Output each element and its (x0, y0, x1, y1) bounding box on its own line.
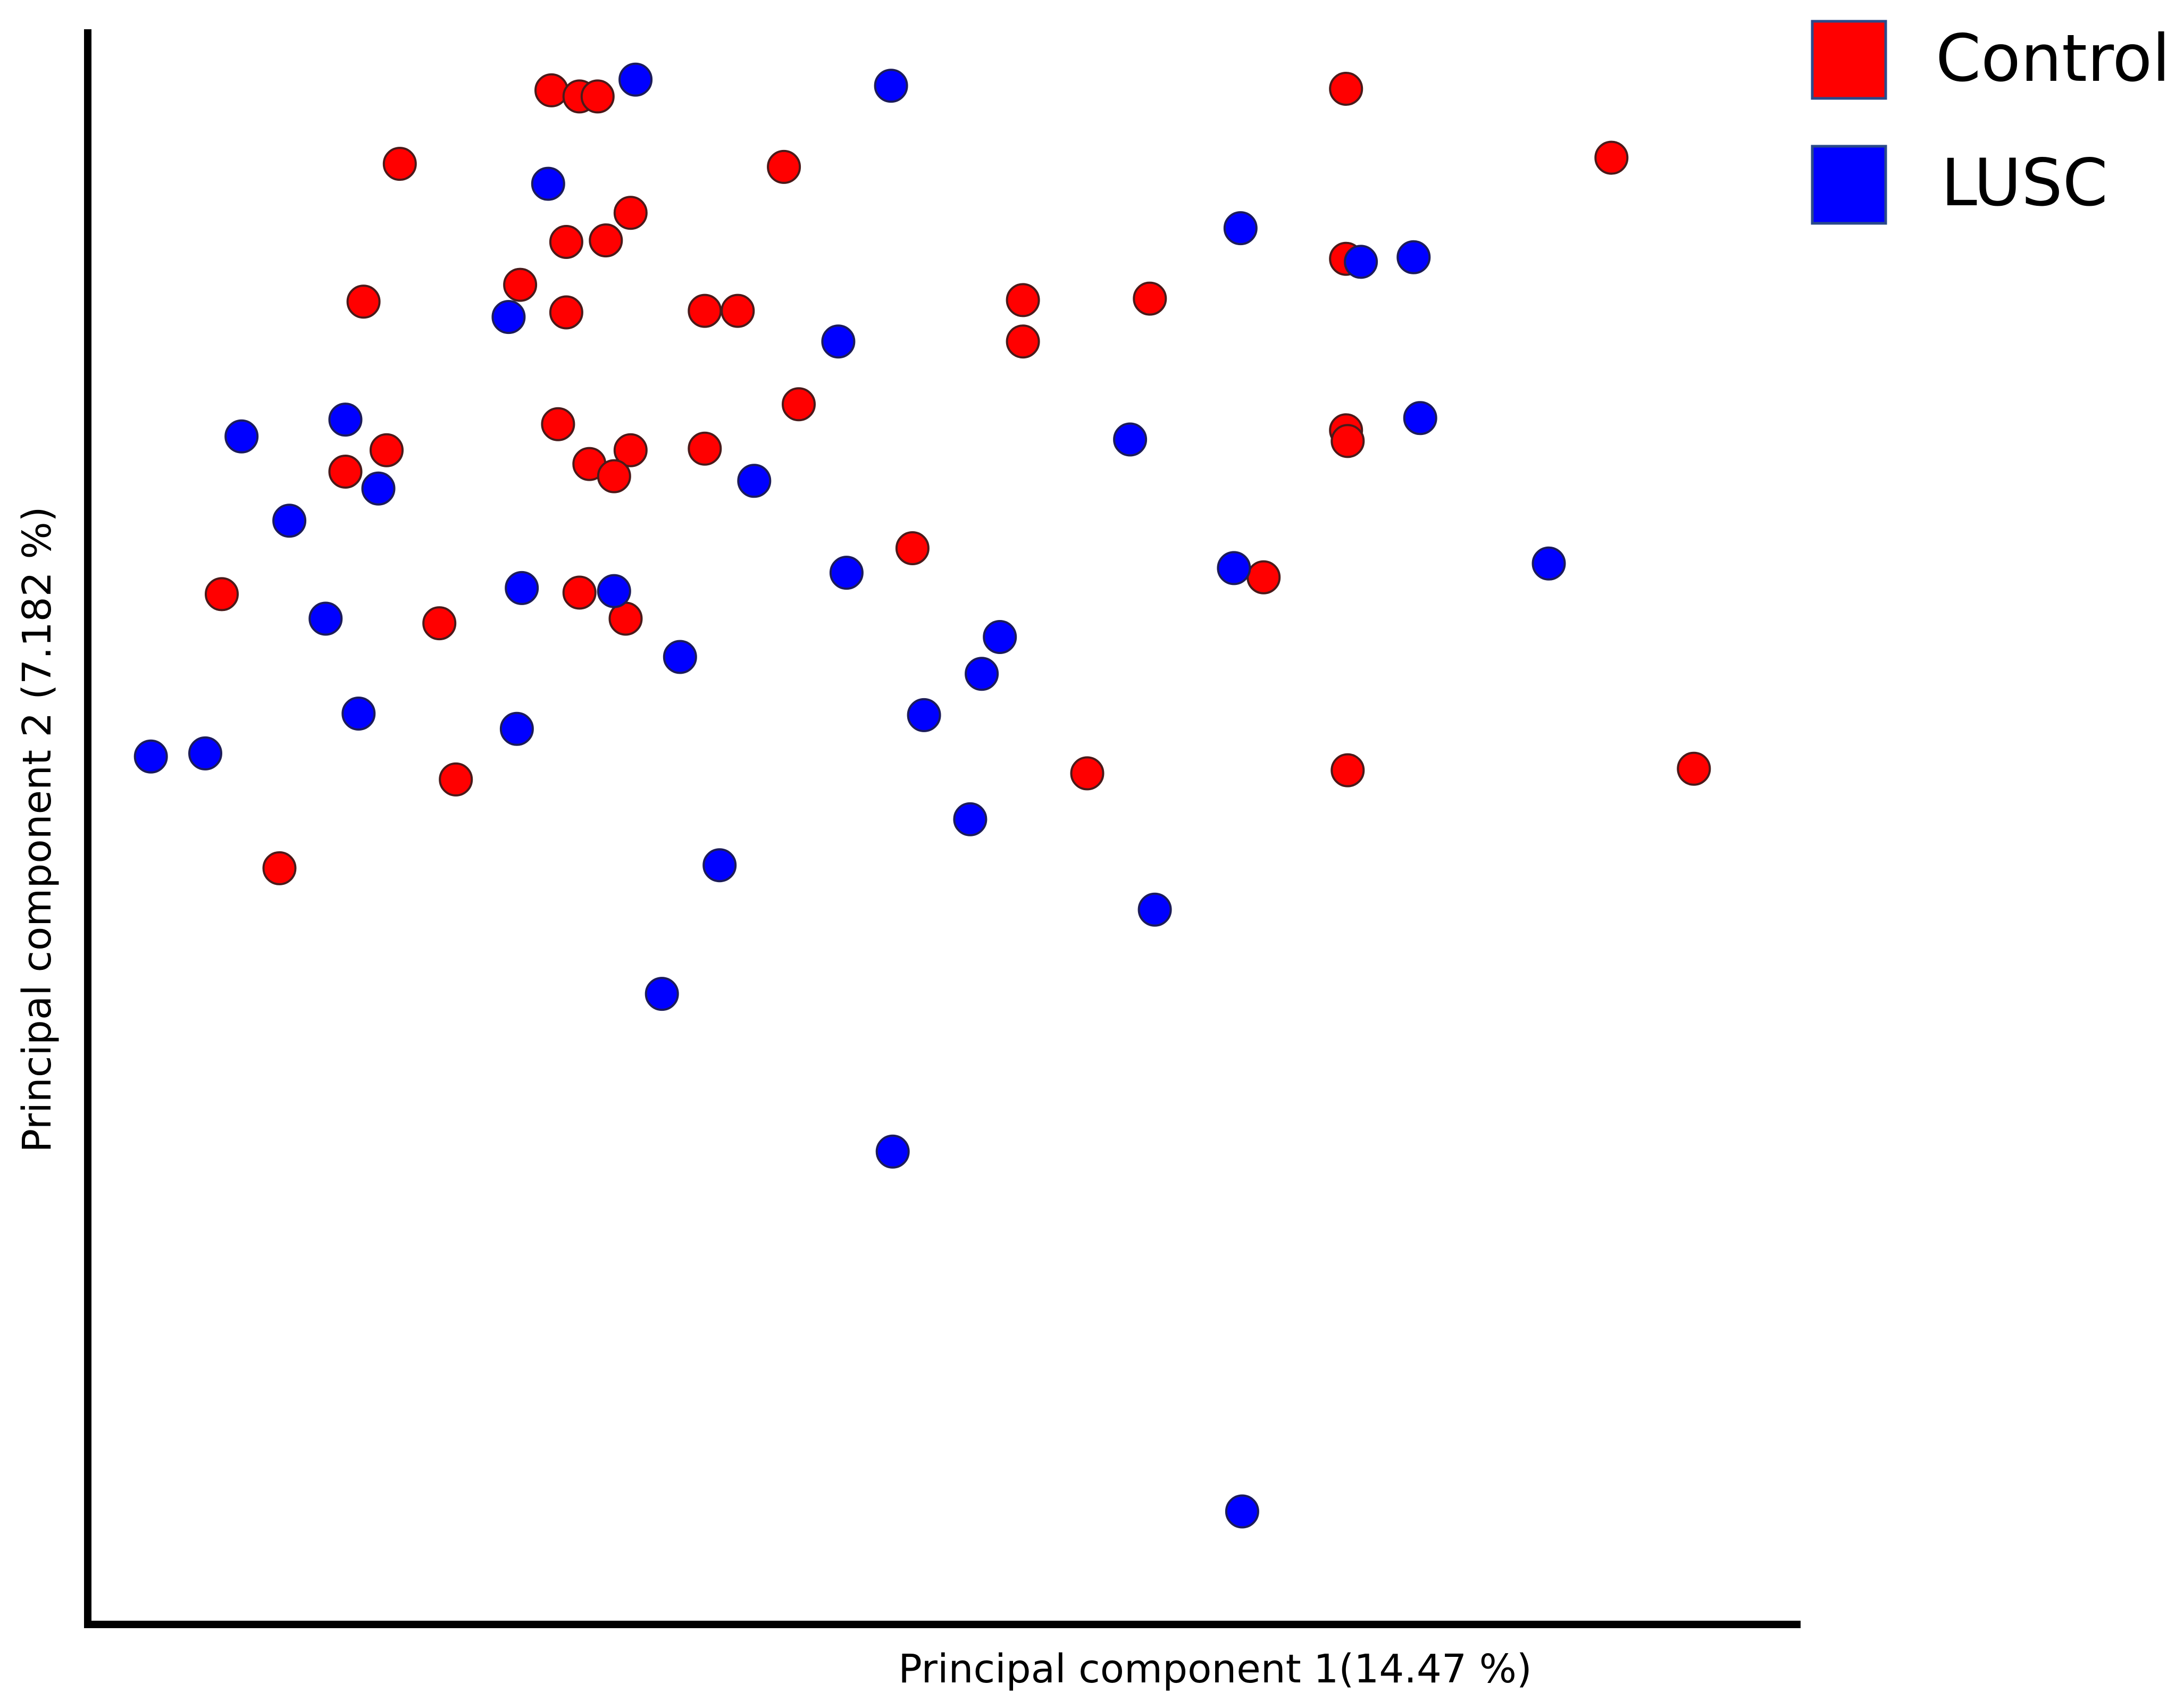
data-point-lusc-27 (499, 711, 534, 746)
data-point-lusc-30 (953, 802, 988, 836)
legend: Control LUSC (1811, 20, 2170, 225)
data-point-control-32 (205, 577, 239, 611)
legend-swatch-lusc (1811, 145, 1887, 225)
data-point-lusc-34 (875, 1134, 910, 1169)
data-point-lusc-19 (505, 571, 539, 605)
data-point-control-11 (503, 267, 538, 302)
data-point-control-33 (562, 575, 597, 610)
data-point-control-5 (767, 149, 801, 184)
data-point-control-30 (895, 531, 930, 565)
plot-area (84, 29, 1801, 1628)
data-point-control-26 (328, 455, 363, 489)
data-point-control-31 (1246, 560, 1281, 594)
data-point-control-16 (1006, 283, 1040, 317)
data-point-lusc-10 (224, 419, 259, 454)
data-point-lusc-35 (1225, 1494, 1259, 1529)
data-point-lusc-2 (874, 69, 908, 103)
data-point-lusc-14 (737, 464, 772, 498)
data-point-lusc-32 (1137, 892, 1172, 927)
data-point-lusc-11 (1403, 401, 1437, 435)
legend-label-lusc: LUSC (1941, 145, 2108, 221)
legend-swatch-control (1811, 20, 1887, 100)
data-point-control-23 (613, 433, 648, 467)
data-point-lusc-25 (341, 697, 376, 731)
data-point-lusc-24 (965, 657, 999, 691)
data-point-control-13 (549, 295, 583, 330)
data-point-control-40 (262, 851, 297, 885)
data-point-lusc-21 (308, 601, 343, 636)
x-axis-label: Principal component 1(14.47 %) (898, 1646, 1532, 1692)
data-point-lusc-16 (1532, 546, 1566, 581)
legend-label-control: Control (1936, 21, 2170, 96)
data-point-control-27 (597, 459, 631, 493)
data-point-control-8 (613, 196, 648, 230)
data-point-lusc-17 (1217, 551, 1251, 585)
data-point-lusc-6 (1396, 240, 1431, 274)
data-point-control-9 (549, 225, 583, 259)
data-point-control-24 (688, 431, 722, 466)
data-point-control-39 (439, 762, 473, 797)
points-layer (133, 62, 1711, 1529)
data-point-control-38 (1677, 751, 1711, 786)
data-point-control-17 (1133, 281, 1167, 316)
data-point-lusc-26 (907, 698, 941, 732)
data-point-lusc-33 (645, 977, 679, 1011)
data-point-control-10 (589, 223, 623, 258)
data-point-lusc-22 (983, 620, 1017, 654)
data-point-control-15 (721, 294, 755, 328)
data-point-lusc-28 (133, 739, 168, 774)
data-point-control-18 (1006, 324, 1040, 359)
data-point-control-29 (1331, 424, 1365, 458)
data-point-control-21 (541, 407, 575, 441)
data-point-lusc-13 (361, 471, 396, 506)
series-control (205, 72, 1711, 885)
data-point-lusc-8 (821, 324, 856, 359)
data-point-lusc-9 (328, 403, 363, 437)
data-point-control-12 (346, 284, 381, 319)
data-point-lusc-29 (188, 736, 222, 770)
data-point-lusc-15 (272, 504, 307, 538)
data-point-control-3 (580, 79, 615, 114)
data-point-lusc-5 (1344, 245, 1378, 279)
data-point-lusc-23 (663, 640, 697, 674)
data-point-control-20 (782, 387, 816, 422)
series-lusc (133, 62, 1566, 1529)
data-point-lusc-31 (702, 848, 737, 883)
data-point-control-37 (1331, 753, 1365, 787)
data-point-lusc-4 (1223, 211, 1258, 246)
data-point-control-14 (688, 294, 722, 328)
data-point-lusc-1 (618, 62, 653, 97)
data-point-control-6 (1329, 72, 1363, 106)
y-axis-label: Principal component 2 (7.182 %) (14, 506, 60, 1152)
data-point-lusc-7 (491, 300, 526, 334)
data-point-control-4 (382, 147, 417, 181)
data-point-control-36 (1070, 756, 1104, 791)
data-point-control-22 (370, 433, 404, 467)
data-point-lusc-20 (597, 574, 631, 608)
data-point-control-7 (1594, 140, 1629, 175)
data-point-lusc-3 (531, 166, 565, 201)
data-point-lusc-12 (1113, 422, 1148, 457)
data-point-control-1 (534, 73, 568, 107)
data-point-lusc-18 (829, 556, 864, 590)
data-point-control-35 (422, 606, 457, 641)
